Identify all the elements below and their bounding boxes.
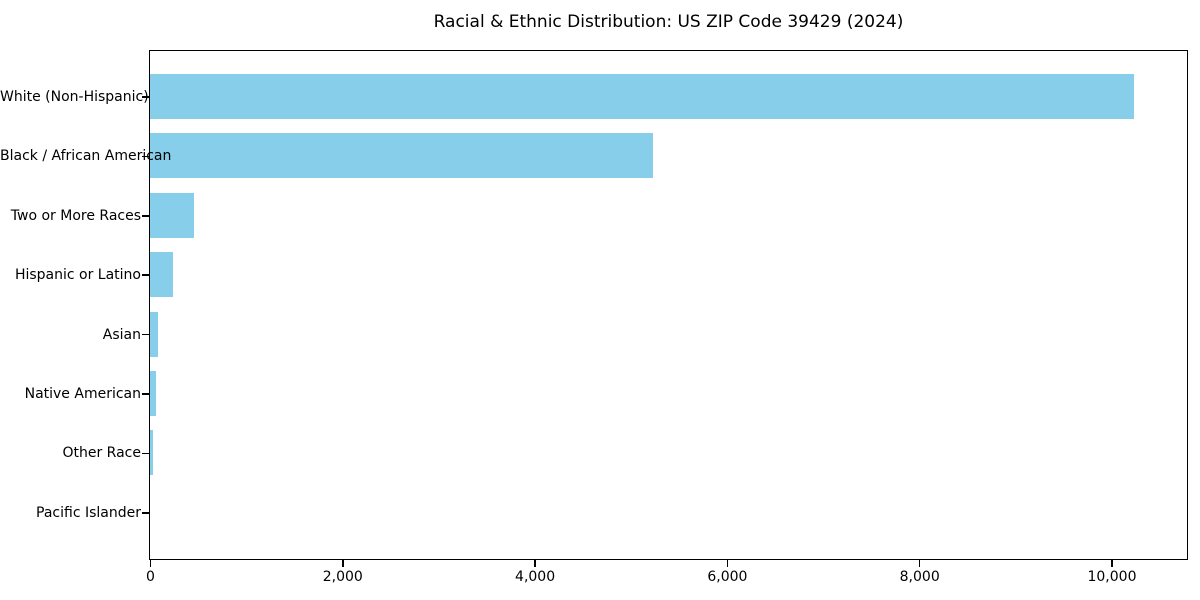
bar: [150, 252, 174, 298]
chart-title: Racial & Ethnic Distribution: US ZIP Cod…: [433, 12, 904, 32]
bar: [150, 133, 653, 179]
y-tick-label: Black / African American: [0, 148, 172, 165]
y-tick-mark: [142, 393, 149, 395]
plot-area: [149, 50, 1188, 560]
y-tick-label: Two or More Races: [10, 207, 141, 224]
x-tick-label: 0: [146, 569, 155, 585]
x-tick-label: 2,000: [322, 569, 363, 585]
x-tick-label: 10,000: [1087, 569, 1137, 585]
y-tick-label: Hispanic or Latino: [14, 267, 141, 284]
bar: [150, 192, 194, 238]
x-tick-mark: [1111, 560, 1113, 567]
y-tick-mark: [142, 96, 149, 98]
x-tick-mark: [726, 560, 729, 567]
x-tick-label: 8,000: [899, 569, 940, 585]
x-tick-mark: [149, 560, 152, 567]
x-tick-mark: [342, 560, 344, 567]
y-tick-mark: [142, 215, 149, 217]
y-tick-mark: [142, 274, 149, 276]
bars-layer: [150, 51, 1187, 559]
y-tick-label: White (Non-Hispanic): [0, 89, 149, 105]
y-tick-mark: [142, 333, 149, 336]
x-tick-label: 4,000: [515, 569, 556, 585]
x-tick-mark: [918, 560, 921, 567]
bar: [150, 430, 153, 476]
bar: [150, 74, 1135, 119]
y-tick-label: Asian: [102, 326, 141, 343]
bar: [150, 311, 159, 357]
x-tick-label: 6,000: [707, 569, 748, 585]
y-tick-label: Pacific Islander: [36, 504, 141, 521]
y-tick-label: Native American: [24, 386, 141, 402]
bar: [150, 371, 156, 416]
x-tick-mark: [534, 560, 536, 567]
y-tick-label: Other Race: [62, 445, 141, 462]
y-tick-mark: [142, 512, 149, 514]
y-tick-mark: [142, 155, 149, 158]
y-tick-mark: [142, 452, 149, 455]
